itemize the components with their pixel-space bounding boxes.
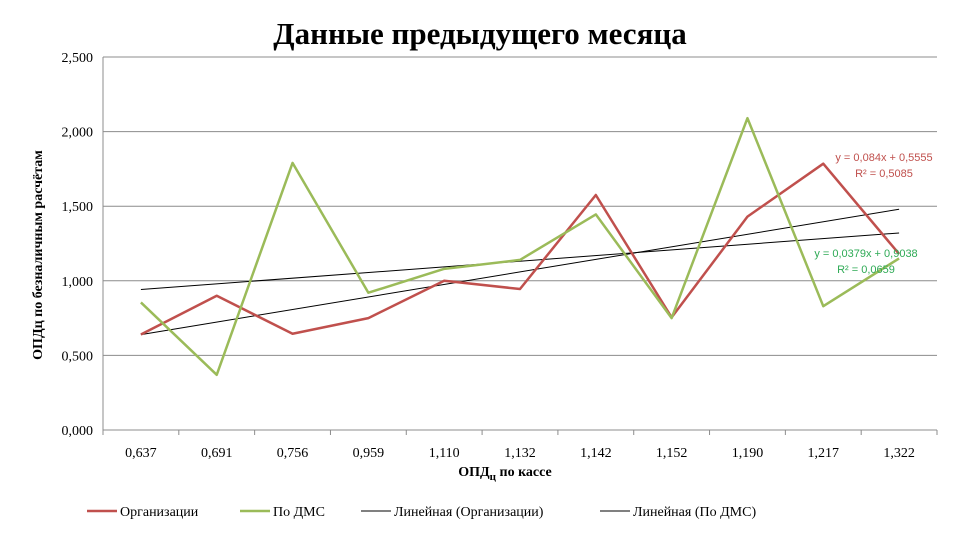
x-tick-label: 1,142 (580, 446, 612, 461)
x-tick-label: 0,756 (277, 446, 309, 461)
trendline-r-squared: R² = 0,5085 (855, 168, 913, 180)
y-tick-label: 0,000 (62, 424, 94, 439)
data-series (140, 116, 901, 377)
legend-label: Линейная (По ДМС) (633, 505, 756, 520)
trendlines (140, 208, 900, 336)
trendline-equation: y = 0,0379x + 0,9038 (814, 248, 917, 260)
x-tick-label: 1,190 (732, 446, 764, 461)
legend-label: По ДМС (273, 505, 325, 520)
trendline-equations: y = 0,084x + 0,5555 R² = 0,5085 y = 0,0379… (814, 152, 932, 276)
x-tick-label: 1,110 (429, 446, 460, 461)
trendline (140, 232, 900, 290)
y-tick-label: 2,500 (62, 51, 94, 66)
gridlines (102, 56, 937, 431)
y-axis-ticks: 0,000 0,500 1,000 1,500 2,000 2,500 (62, 51, 94, 439)
x-tick-label: 1,132 (504, 446, 536, 461)
y-tick-label: 2,000 (62, 126, 94, 141)
x-tick-label: 0,959 (353, 446, 385, 461)
x-tick-label: 1,322 (883, 446, 915, 461)
y-tick-label: 1,500 (62, 200, 94, 215)
y-tick-label: 0,500 (62, 349, 94, 364)
x-tick-label: 0,637 (125, 446, 157, 461)
legend-label: Организации (120, 505, 199, 520)
trendline-r-squared: R² = 0,0659 (837, 264, 895, 276)
trendline-equation: y = 0,084x + 0,5555 (835, 152, 932, 164)
series-line (140, 162, 901, 336)
x-tick-label: 0,691 (201, 446, 233, 461)
chart-title: Данные предыдущего месяца (273, 16, 687, 51)
series-line (140, 116, 900, 377)
legend-label: Линейная (Организации) (394, 505, 544, 520)
x-tick-label: 1,217 (808, 446, 840, 461)
legend: Организации По ДМС Линейная (Организации) Л… (87, 505, 756, 520)
x-tick-label: 1,152 (656, 446, 688, 461)
y-axis-label: ОПДц по безналичным расчётам (31, 150, 46, 360)
y-tick-label: 1,000 (62, 275, 94, 290)
x-axis-label: ОПДц по кассе (458, 465, 552, 483)
trendline (140, 208, 900, 336)
x-axis-ticks: 0,637 0,691 0,756 0,959 1,110 1,132 1,142 1,152… (102, 430, 938, 461)
